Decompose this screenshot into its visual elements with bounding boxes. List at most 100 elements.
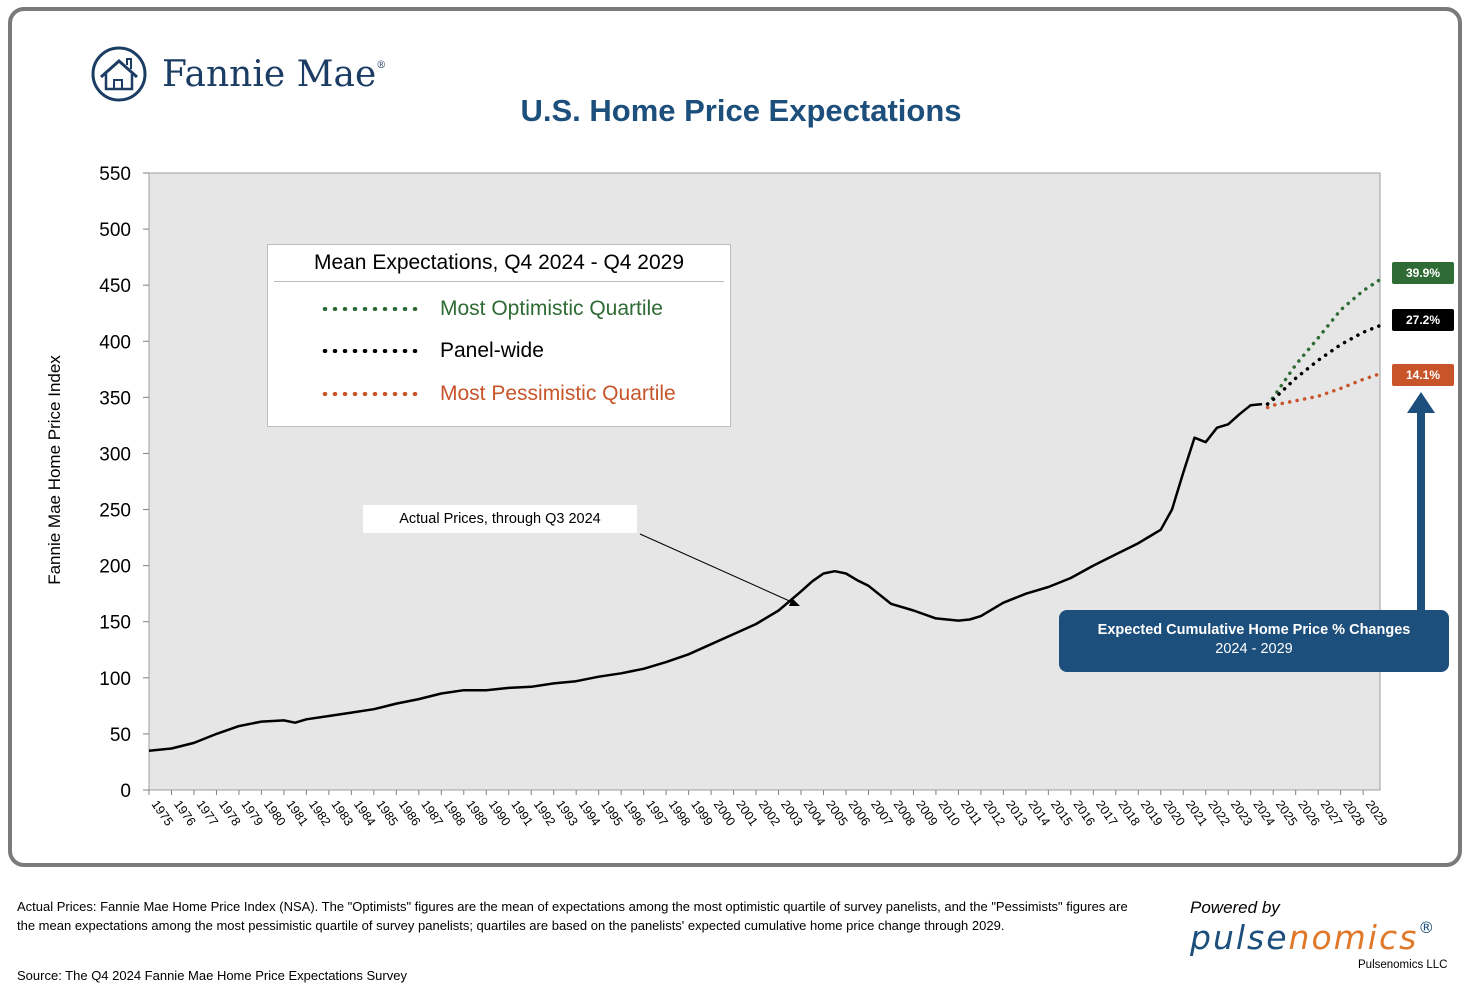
fannie-mae-logo: Fannie Mae®: [90, 45, 386, 103]
x-tick-label: 1975: [149, 798, 176, 829]
x-tick-label: 2029: [1363, 798, 1390, 829]
x-tick-label: 2018: [1115, 798, 1142, 829]
x-tick-label: 1981: [283, 798, 310, 829]
x-tick-label: 1982: [306, 798, 333, 829]
series-line-1: [1265, 277, 1382, 406]
y-tick-label: 150: [99, 613, 131, 634]
x-tick-label: 1993: [553, 798, 580, 829]
x-tick-label: 2010: [935, 798, 962, 829]
x-tick-label: 1986: [396, 798, 423, 829]
badge-optimistic: 39.9%: [1392, 262, 1454, 284]
x-tick-label: 2016: [1070, 798, 1097, 829]
y-tick-label: 450: [99, 276, 131, 297]
legend-title: Mean Expectations, Q4 2024 - Q4 2029: [274, 245, 724, 282]
x-tick-label: 2011: [958, 798, 985, 828]
pulsenomics-logo: pulsenomics®: [1190, 918, 1437, 957]
legend: Mean Expectations, Q4 2024 - Q4 2029 Mos…: [267, 244, 731, 427]
x-tick-label: 1989: [463, 798, 490, 829]
y-tick-label: 400: [99, 332, 131, 353]
legend-label-panel-wide: Panel-wide: [440, 339, 544, 362]
expected-change-callout: Expected Cumulative Home Price % Changes…: [1059, 610, 1449, 672]
x-tick-label: 1985: [373, 798, 400, 829]
x-tick-label: 2023: [1228, 798, 1255, 829]
x-tick-label: 2004: [801, 798, 828, 829]
x-tick-label: 1983: [328, 798, 355, 829]
actual-prices-annotation: Actual Prices, through Q3 2024: [363, 505, 637, 533]
y-axis: 0 50 100 150 200 250 300 350 400 450 500 550: [99, 164, 149, 802]
y-tick-label: 500: [99, 220, 131, 241]
x-tick-label: 2026: [1295, 798, 1322, 829]
x-tick-label: 2009: [913, 798, 940, 829]
legend-swatch-panel-wide: [320, 349, 420, 353]
x-tick-label: 2017: [1093, 798, 1120, 829]
x-tick-label: 1977: [194, 798, 221, 829]
y-tick-label: 200: [99, 557, 131, 578]
annotation-arrow-head: [789, 598, 800, 606]
x-tick-label: 2022: [1205, 798, 1232, 829]
x-tick-label: 2028: [1340, 798, 1367, 829]
x-tick-label: 2020: [1160, 798, 1187, 829]
x-tick-label: 2024: [1250, 798, 1277, 829]
x-tick-label: 1984: [351, 798, 378, 829]
brand-name: Fannie Mae®: [162, 53, 387, 95]
series-line-3: [1265, 372, 1382, 410]
chart-title: U.S. Home Price Expectations: [520, 93, 962, 128]
series-line-2: [1265, 323, 1382, 406]
x-tick-label: 2008: [891, 798, 918, 829]
x-tick-label: 2006: [846, 798, 873, 829]
y-tick-label: 300: [99, 444, 131, 465]
callout-arrow-head: [1407, 392, 1435, 413]
callout-arrow-shaft: [1417, 410, 1425, 611]
y-tick-label: 350: [99, 388, 131, 409]
x-tick-label: 1996: [621, 798, 648, 829]
x-tick-label: 2012: [980, 798, 1007, 829]
x-tick-label: 2007: [868, 798, 895, 829]
x-tick-label: 2014: [1025, 798, 1052, 829]
series-line-0: [148, 402, 1263, 752]
x-tick-label: 1995: [598, 798, 625, 829]
y-tick-label: 50: [110, 725, 131, 746]
x-tick-label: 1978: [216, 798, 243, 829]
x-tick-label: 1990: [486, 798, 513, 829]
y-tick-label: 250: [99, 501, 131, 522]
legend-label-optimistic: Most Optimistic Quartile: [440, 297, 663, 320]
x-tick-label: 1994: [576, 798, 603, 829]
legend-swatch-optimistic: [320, 307, 420, 311]
x-axis: 1975197619771978197919801981198219831984…: [148, 790, 1390, 829]
x-tick-label: 1987: [418, 798, 445, 829]
badge-panel-wide: 27.2%: [1392, 309, 1454, 331]
callout-line-1: Expected Cumulative Home Price % Changes: [1097, 622, 1411, 638]
badge-pessimistic: 14.1%: [1392, 364, 1454, 386]
legend-item-pessimistic: Most Pessimistic Quartile: [320, 382, 676, 406]
x-tick-label: 2027: [1318, 798, 1345, 829]
x-tick-label: 2021: [1183, 798, 1210, 829]
callout-line-2: 2024 - 2029: [1215, 641, 1293, 657]
pulsenomics-llc: Pulsenomics LLC: [1358, 959, 1448, 971]
x-tick-label: 1991: [508, 798, 535, 829]
x-tick-label: 2025: [1273, 798, 1300, 829]
y-axis-label: Fannie Mae Home Price Index: [45, 355, 64, 585]
x-tick-label: 1998: [666, 798, 693, 829]
footnote: Actual Prices: Fannie Mae Home Price Ind…: [17, 899, 1128, 933]
legend-item-panel-wide: Panel-wide: [320, 339, 544, 363]
x-tick-label: 2001: [733, 798, 760, 829]
y-tick-label: 0: [120, 781, 131, 802]
legend-swatch-pessimistic: [320, 392, 420, 396]
y-tick-label: 550: [99, 164, 131, 185]
x-tick-label: 1976: [171, 798, 198, 829]
x-tick-label: 1999: [688, 798, 715, 829]
x-tick-label: 2013: [1003, 798, 1030, 829]
x-tick-label: 1980: [261, 798, 288, 829]
annotation-arrow-line: [639, 533, 795, 604]
x-tick-label: 2003: [778, 798, 805, 829]
x-tick-label: 2000: [711, 798, 738, 829]
x-tick-label: 2019: [1138, 798, 1165, 829]
legend-item-optimistic: Most Optimistic Quartile: [320, 297, 663, 321]
x-tick-label: 1992: [531, 798, 558, 829]
house-logo-icon: [91, 46, 147, 102]
legend-label-pessimistic: Most Pessimistic Quartile: [440, 382, 676, 405]
x-tick-label: 2015: [1048, 798, 1075, 829]
x-tick-label: 1979: [238, 798, 265, 829]
x-tick-label: 1997: [643, 798, 670, 829]
